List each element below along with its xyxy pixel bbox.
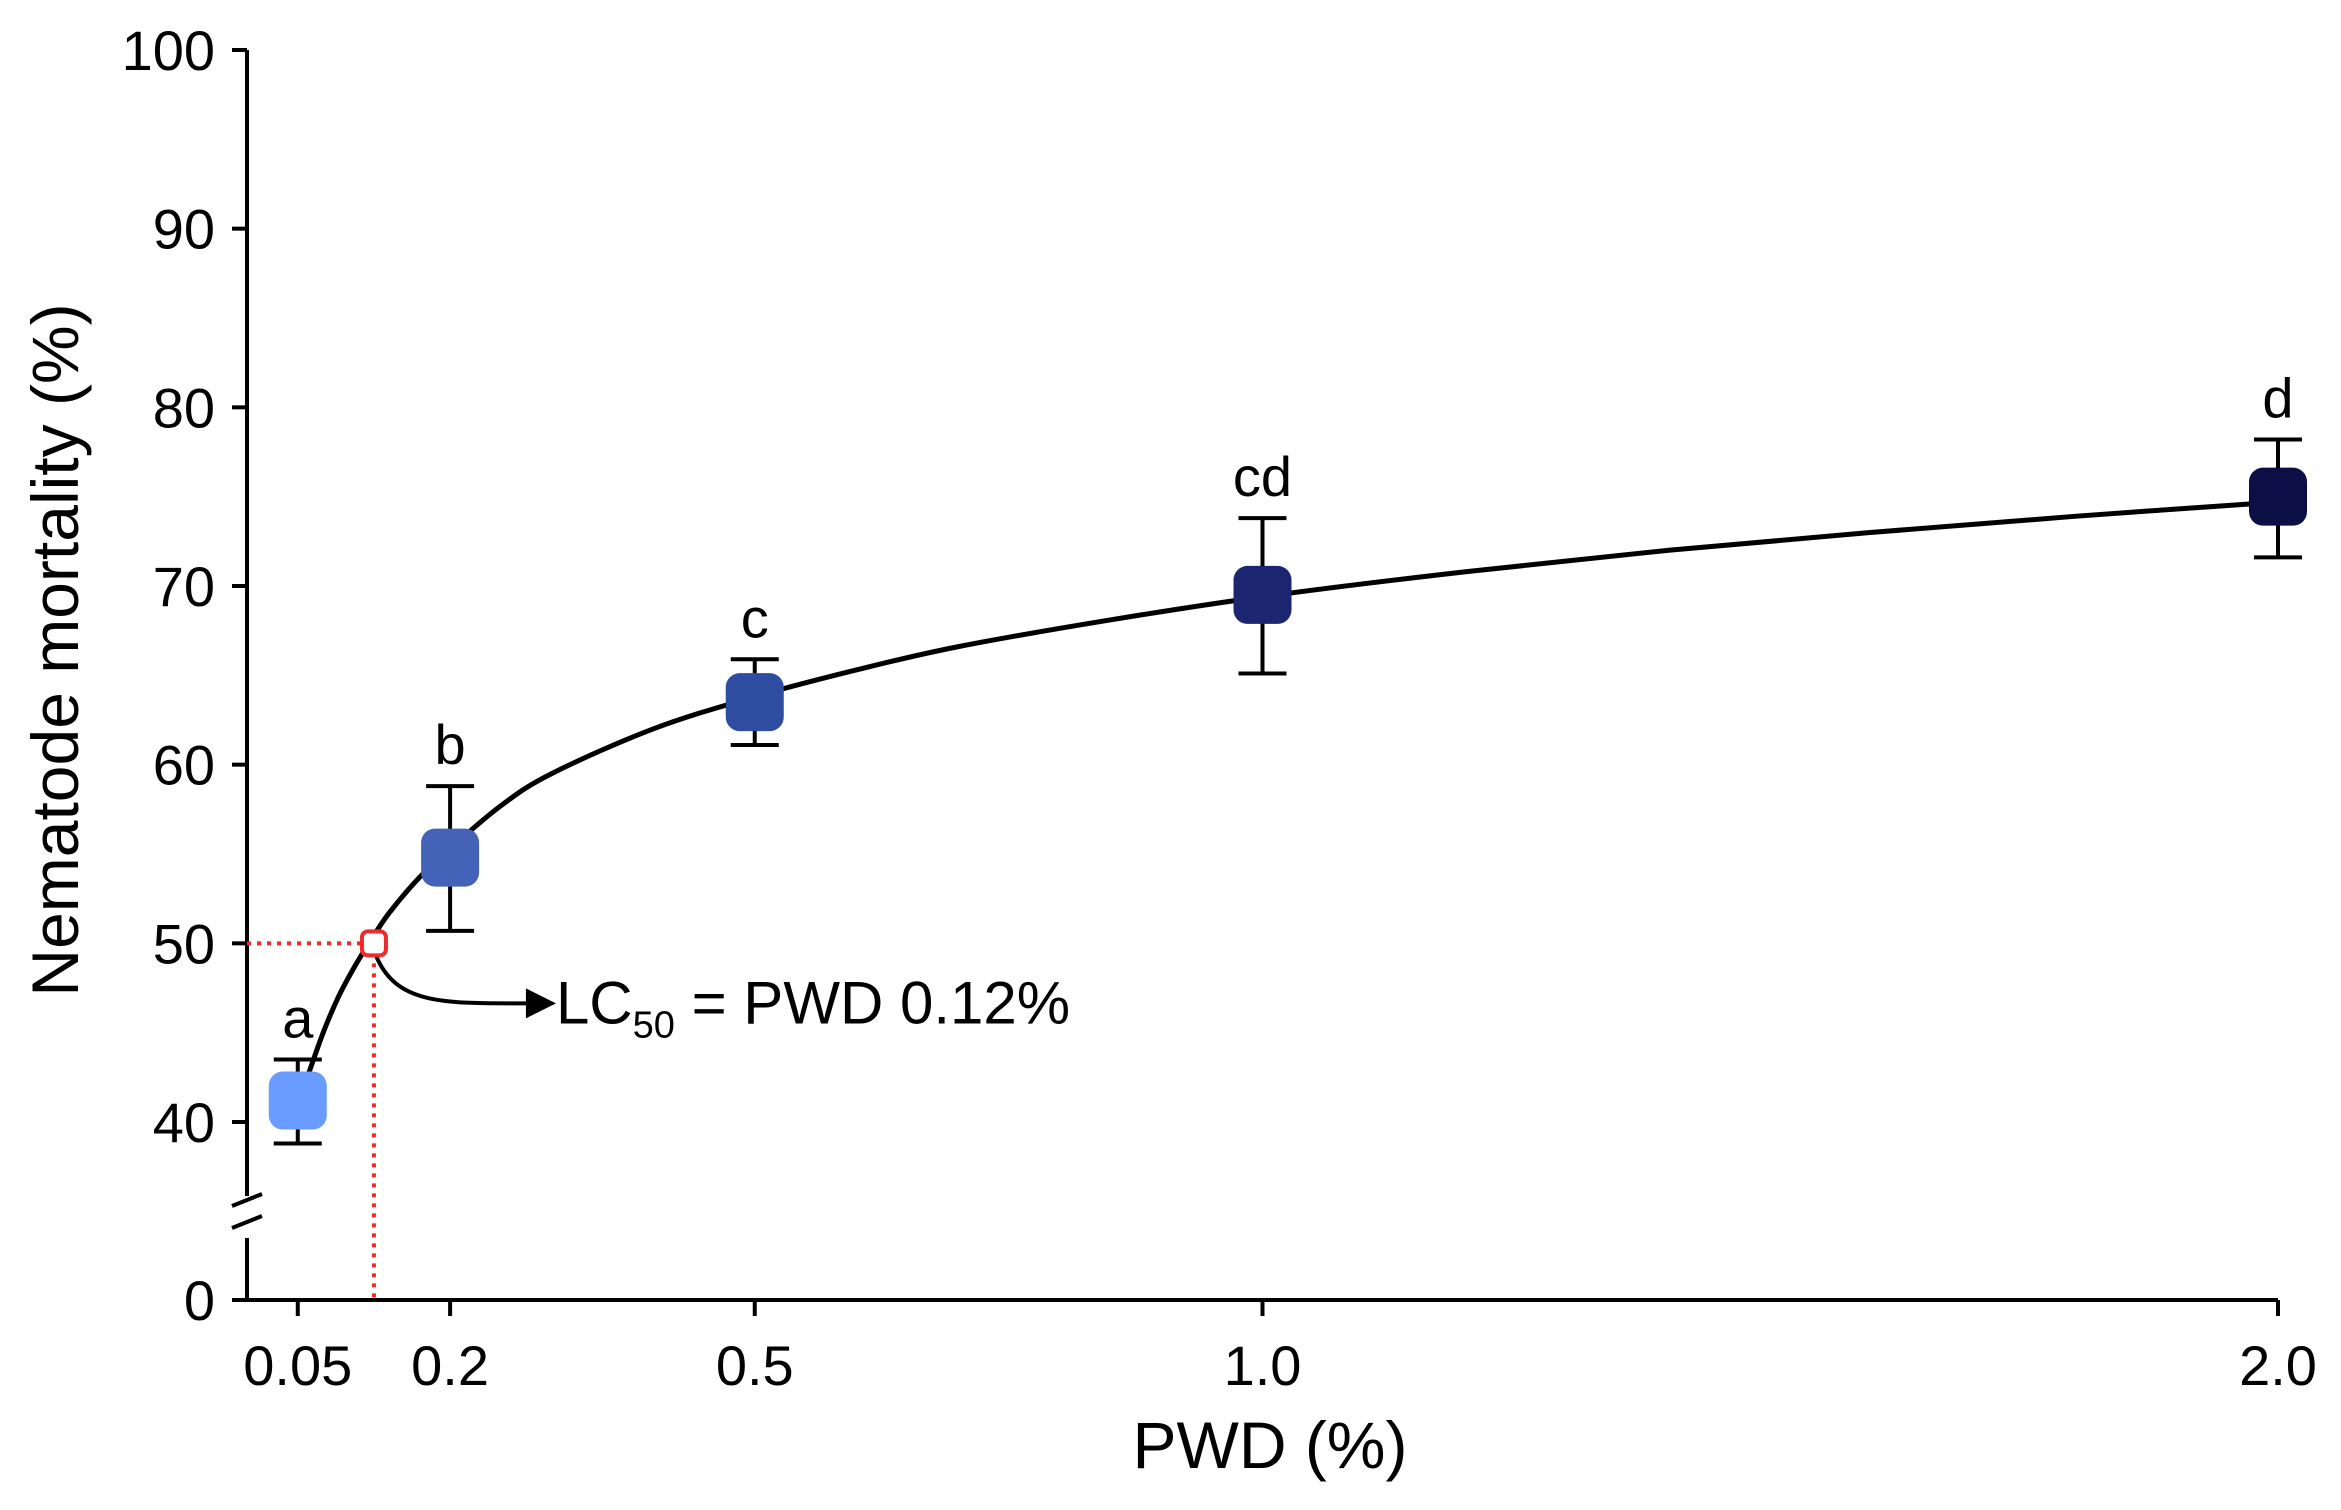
y-tick-label: 80 [153, 376, 215, 439]
lc50-reference-lines [247, 941, 376, 1300]
significance-letter: a [282, 986, 314, 1049]
data-point [268, 1071, 327, 1130]
x-tick-label: 1.0 [1224, 1334, 1302, 1397]
lc50-label: LC [556, 969, 633, 1036]
data-point [725, 673, 784, 732]
data-points [268, 467, 2307, 1130]
y-tick-label: 40 [153, 1091, 215, 1154]
y-tick-label: 100 [122, 19, 215, 82]
error-bars [273, 437, 2302, 1146]
x-axis-ticks: 0.05 0.2 0.5 1.0 2.0 [243, 1300, 2317, 1397]
x-tick-label: 0.5 [716, 1334, 794, 1397]
significance-letter: d [2262, 366, 2293, 429]
x-axis-title: PWD (%) [1133, 1408, 1408, 1482]
y-axis-break [231, 1192, 263, 1230]
lc50-annotation: LC50 = PWD 0.12% [556, 969, 1070, 1046]
lc50-value: = PWD 0.12% [675, 969, 1070, 1036]
y-tick-label: 90 [153, 198, 215, 261]
y-tick-label: 0 [184, 1269, 215, 1332]
x-tick-label: 0.2 [411, 1334, 489, 1397]
y-axis-ticks: 0 40 50 60 70 80 90 100 [122, 19, 247, 1332]
x-tick-label: 0.05 [243, 1334, 352, 1397]
data-point [2249, 467, 2307, 526]
y-tick-label: 70 [153, 555, 215, 618]
lc50-arrowhead [525, 988, 556, 1019]
lc50-arrow [374, 954, 526, 1006]
significance-letter: b [435, 713, 466, 776]
y-tick-label: 60 [153, 734, 215, 797]
lc50-marker [359, 929, 388, 958]
significance-letters: a b c cd d [282, 366, 2293, 1049]
y-axis-title: Nematode mortality (%) [18, 303, 92, 996]
y-tick-label: 50 [153, 912, 215, 975]
data-point [421, 828, 480, 887]
lc50-subscript: 50 [633, 1004, 675, 1046]
data-point [1233, 565, 1292, 624]
significance-letter: cd [1233, 445, 1292, 508]
significance-letter: c [741, 586, 769, 649]
x-tick-label: 2.0 [2239, 1334, 2317, 1397]
